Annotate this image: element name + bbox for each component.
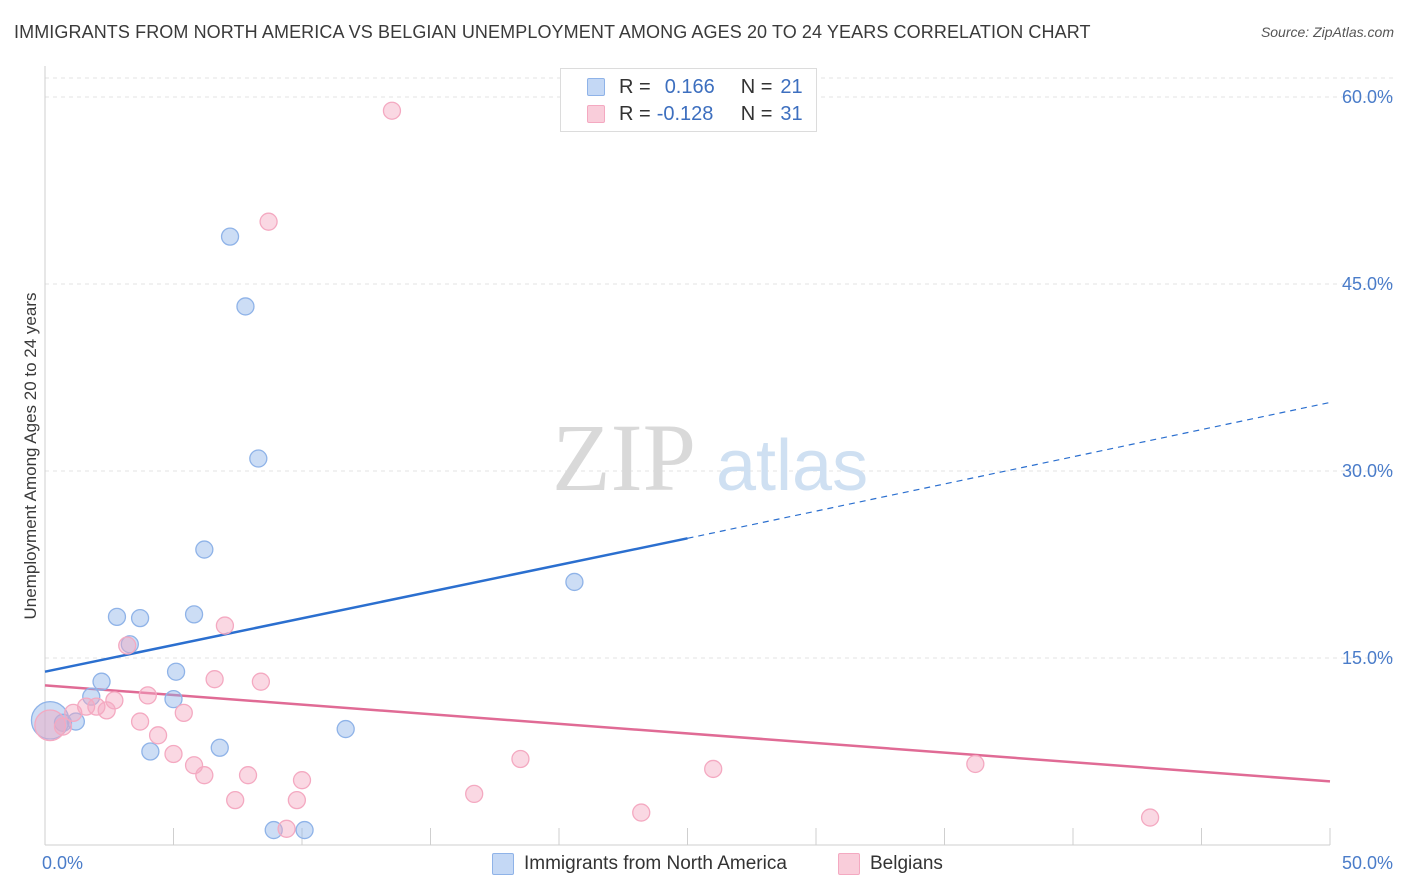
legend-swatch-pink bbox=[838, 853, 860, 875]
point-belgians bbox=[215, 616, 235, 635]
point-immigrants bbox=[164, 689, 183, 709]
legend-n-label: N = bbox=[740, 75, 773, 98]
point-belgians bbox=[118, 636, 137, 655]
legend-row-belgians: R = -0.128 N = 31 bbox=[587, 101, 803, 127]
trend-line-immigrants bbox=[44, 537, 688, 673]
point-belgians bbox=[259, 212, 278, 231]
point-belgians bbox=[87, 697, 106, 716]
point-belgians bbox=[195, 766, 214, 785]
point-belgians bbox=[164, 744, 183, 764]
point-immigrants bbox=[565, 572, 584, 592]
point-immigrants bbox=[336, 719, 355, 739]
point-belgians bbox=[251, 672, 271, 691]
legend-series-label: Belgians bbox=[870, 853, 943, 874]
legend-r-value: -0.128 bbox=[656, 102, 714, 125]
x-tick-label: 0.0% bbox=[42, 853, 83, 873]
point-immigrants bbox=[82, 687, 101, 706]
trend-line-belgians bbox=[44, 684, 1331, 783]
point-belgians bbox=[76, 697, 96, 716]
y-axis-label: Unemployment Among Ages 20 to 24 years bbox=[21, 293, 40, 620]
point-immigrants bbox=[107, 607, 127, 627]
point-immigrants bbox=[166, 662, 186, 681]
point-belgians bbox=[704, 759, 723, 779]
watermark: ZIP atlas bbox=[552, 404, 868, 511]
point-belgians bbox=[174, 703, 193, 723]
point-belgians bbox=[465, 784, 484, 804]
stats-legend: R = 0.166 N = 21 R = -0.128 N = 31 bbox=[560, 68, 817, 132]
legend-swatch-blue bbox=[492, 853, 514, 875]
point-immigrants bbox=[236, 297, 255, 316]
legend-swatch-pink bbox=[587, 105, 605, 123]
legend-n-value: 21 bbox=[780, 75, 803, 98]
point-immigrants bbox=[295, 820, 314, 840]
point-belgians bbox=[205, 670, 224, 689]
chart-title: IMMIGRANTS FROM NORTH AMERICA VS BELGIAN… bbox=[14, 22, 1091, 42]
x-tick-label: 50.0% bbox=[1342, 853, 1393, 873]
point-immigrants bbox=[92, 672, 111, 691]
y-tick-label: 60.0% bbox=[1342, 87, 1393, 107]
y-tick-label: 15.0% bbox=[1342, 648, 1393, 668]
legend-n-label: N = bbox=[740, 102, 773, 125]
point-immigrants bbox=[195, 540, 214, 559]
y-tick-label: 30.0% bbox=[1342, 461, 1393, 481]
legend-series-label: Immigrants from North America bbox=[524, 853, 787, 874]
point-belgians bbox=[632, 803, 651, 822]
legend-n-value: 31 bbox=[780, 102, 803, 125]
point-belgians bbox=[138, 686, 157, 705]
point-belgians bbox=[287, 790, 307, 810]
point-belgians bbox=[511, 749, 530, 769]
point-belgians bbox=[382, 101, 402, 120]
gridlines bbox=[45, 77, 1395, 659]
tick-labels: 15.0% 30.0% 45.0% 60.0% 0.0% 50.0% bbox=[42, 87, 1393, 873]
trend-lines bbox=[44, 401, 1331, 783]
point-belgians bbox=[1140, 808, 1160, 827]
watermark-atlas: atlas bbox=[716, 426, 868, 506]
point-belgians bbox=[966, 754, 985, 774]
point-immigrants bbox=[249, 449, 268, 468]
point-belgians bbox=[53, 717, 73, 736]
point-belgians bbox=[226, 790, 245, 810]
point-belgians bbox=[105, 691, 124, 710]
legend-r-value: 0.166 bbox=[664, 75, 715, 98]
legend-row-immigrants: R = 0.166 N = 21 bbox=[587, 74, 803, 100]
point-belgians bbox=[97, 701, 116, 720]
legend-r-label: R = bbox=[619, 75, 651, 98]
point-immigrants bbox=[130, 608, 150, 628]
legend-r-label: R = bbox=[619, 102, 651, 125]
point-belgians bbox=[238, 766, 258, 785]
point-immigrants bbox=[220, 227, 240, 246]
series-legend-immigrants: Immigrants from North America bbox=[492, 851, 787, 877]
point-belgians bbox=[130, 712, 150, 731]
data-points bbox=[30, 101, 1160, 840]
point-immigrants bbox=[184, 605, 204, 624]
point-belgians bbox=[277, 819, 296, 838]
y-tick-label: 45.0% bbox=[1342, 274, 1393, 294]
axes bbox=[44, 66, 1331, 846]
watermark-zip: ZIP bbox=[552, 404, 696, 511]
point-immigrants bbox=[141, 742, 160, 761]
legend-swatch-blue bbox=[587, 78, 605, 96]
point-belgians bbox=[292, 771, 312, 790]
source-label: Source: ZipAtlas.com bbox=[1260, 24, 1394, 40]
series-legend-belgians: Belgians bbox=[838, 851, 943, 877]
point-belgians bbox=[148, 726, 168, 745]
point-immigrants bbox=[210, 738, 229, 757]
